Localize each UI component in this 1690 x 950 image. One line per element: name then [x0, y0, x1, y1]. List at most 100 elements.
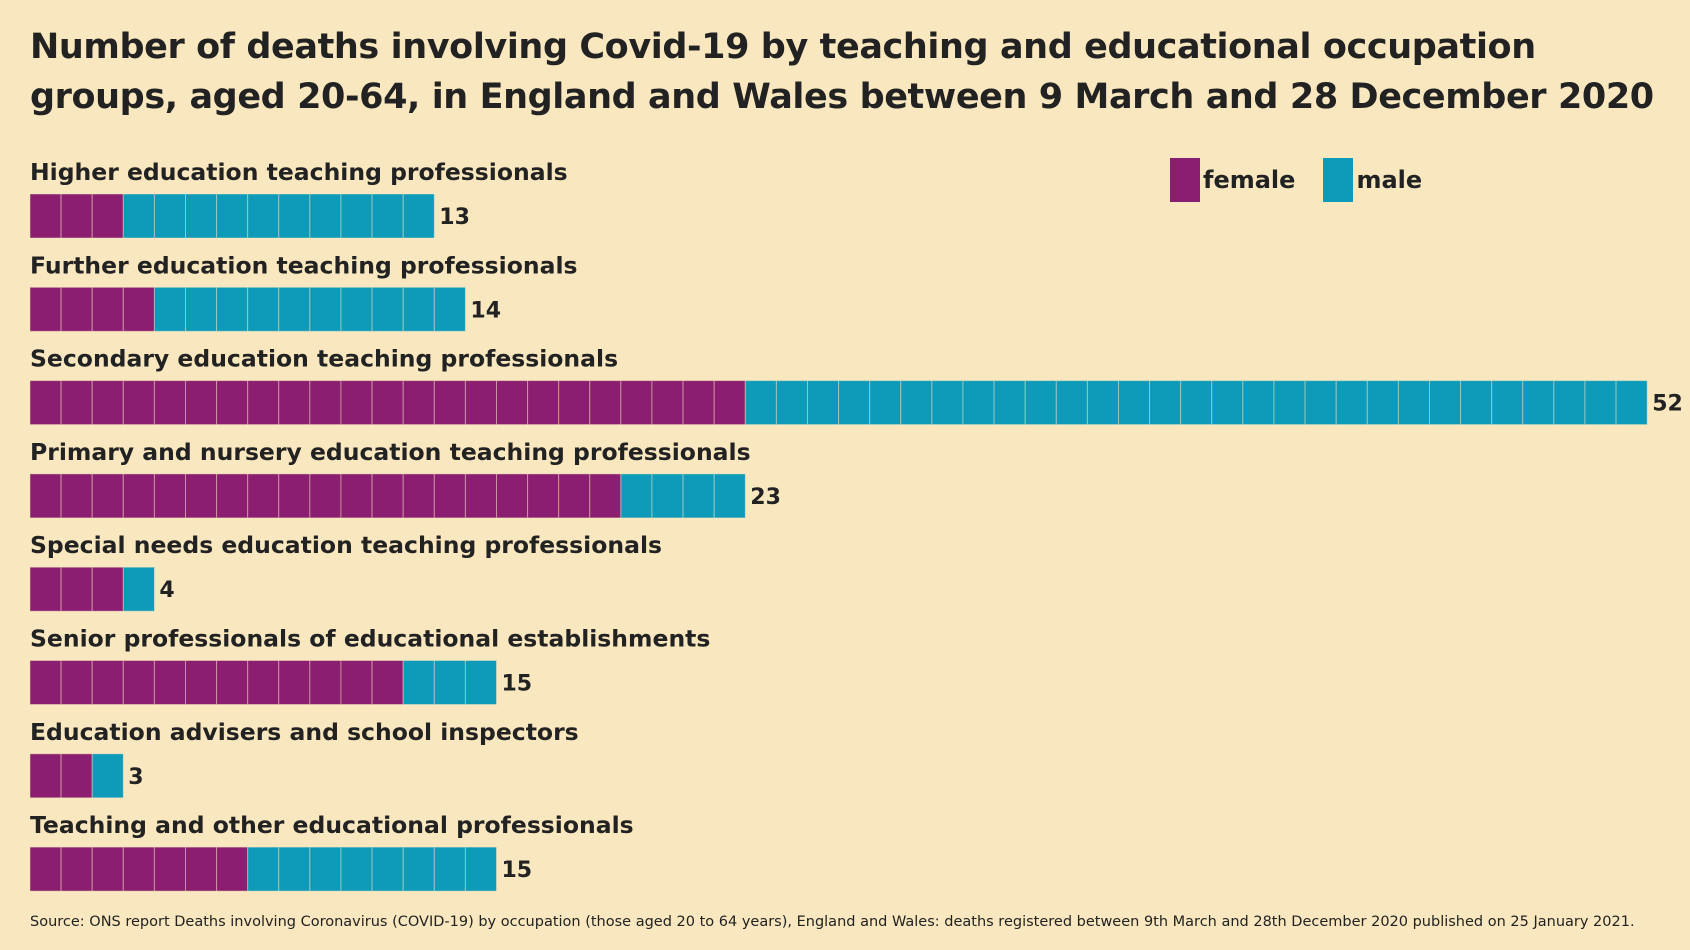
unit-square-male	[340, 286, 373, 332]
unit-square-female	[29, 753, 62, 799]
total-label: 4	[159, 578, 174, 603]
total-label: 14	[470, 298, 501, 323]
unit-square-female	[558, 473, 591, 519]
unit-square-female	[60, 846, 93, 892]
unit-square-male	[91, 753, 124, 799]
unit-square-male	[278, 286, 311, 332]
unit-square-female	[527, 380, 560, 426]
unit-square-female	[60, 753, 93, 799]
unit-square-female	[371, 473, 404, 519]
unit-square-female	[91, 193, 124, 239]
category-label: Teaching and other educational professio…	[30, 811, 634, 839]
unit-square-female	[278, 660, 311, 705]
unit-square-male	[682, 473, 715, 519]
unit-square-female	[91, 566, 124, 612]
unit-square-female	[496, 380, 529, 426]
unit-square-male	[464, 846, 497, 892]
unit-square-male	[1584, 380, 1617, 426]
unit-square-female	[371, 380, 404, 426]
unit-square-female	[247, 473, 280, 519]
unit-square-female	[402, 473, 435, 519]
unit-square-female	[29, 660, 62, 705]
unit-square-female	[558, 380, 591, 426]
unit-square-female	[122, 380, 155, 426]
unit-square-female	[91, 473, 124, 519]
unit-square-male	[433, 660, 466, 705]
unit-square-male	[309, 193, 342, 239]
source-note: Source: ONS report Deaths involving Coro…	[30, 914, 1635, 930]
unit-square-male	[309, 846, 342, 892]
unit-square-male	[216, 286, 249, 332]
total-label: 23	[750, 485, 781, 510]
unit-square-male	[185, 193, 218, 239]
unit-square-male	[807, 380, 840, 426]
unit-square-female	[216, 380, 249, 426]
unit-square-male	[402, 193, 435, 239]
unit-square-male	[1397, 380, 1431, 426]
unit-square-female	[91, 846, 124, 892]
unit-square-male	[1522, 380, 1555, 426]
unit-square-female	[527, 473, 560, 519]
unit-square-female	[589, 380, 622, 426]
unit-square-male	[744, 380, 777, 426]
unit-square-male	[713, 473, 746, 519]
unit-square-male	[1118, 380, 1151, 426]
unit-square-male	[433, 846, 466, 892]
unit-square-male	[1242, 380, 1275, 426]
unit-square-female	[153, 473, 186, 519]
unit-square-male	[993, 380, 1026, 426]
unit-square-female	[60, 566, 93, 612]
unit-square-female	[185, 846, 218, 892]
unit-square-male	[464, 660, 497, 705]
unit-square-male	[1491, 380, 1524, 426]
unit-square-male	[1304, 380, 1337, 426]
unit-square-male	[278, 846, 311, 892]
unit-square-male	[371, 193, 404, 239]
unit-square-female	[682, 380, 715, 426]
unit-square-male	[931, 380, 964, 426]
unit-square-male	[869, 380, 902, 426]
unit-square-female	[278, 473, 311, 519]
legend-swatch-male	[1323, 158, 1354, 202]
unit-square-female	[29, 193, 62, 239]
legend-item-female: female	[1170, 158, 1295, 202]
total-label: 15	[502, 672, 533, 697]
unit-square-female	[589, 473, 622, 519]
unit-square-female	[309, 660, 342, 705]
unit-square-female	[91, 660, 124, 705]
unit-square-male	[153, 286, 186, 332]
category-label: Further education teaching professionals	[30, 251, 578, 279]
unit-square-female	[309, 473, 342, 519]
unit-square-female	[29, 473, 62, 519]
unit-square-male	[340, 846, 373, 892]
unit-square-female	[29, 286, 62, 332]
unit-square-male	[309, 286, 342, 332]
unit-square-male	[247, 846, 280, 892]
unit-square-female	[496, 473, 529, 519]
unit-square-female	[153, 660, 186, 705]
unit-square-female	[60, 193, 93, 239]
unit-square-male	[216, 193, 249, 239]
chart-title: Number of deaths involving Covid-19 by t…	[30, 27, 1654, 117]
unit-square-female	[185, 473, 218, 519]
unit-square-male	[1429, 380, 1462, 426]
unit-square-female	[464, 473, 497, 519]
unit-square-male	[620, 473, 653, 519]
unit-square-male	[1335, 380, 1368, 426]
legend-swatch-female	[1170, 158, 1200, 202]
unit-square-female	[29, 846, 62, 892]
unit-square-male	[247, 193, 280, 239]
category-label: Higher education teaching professionals	[30, 158, 568, 186]
unit-square-male	[1273, 380, 1306, 426]
unit-square-male	[1366, 380, 1399, 426]
unit-square-male	[1149, 380, 1182, 426]
unit-square-female	[29, 566, 62, 612]
unit-square-male	[1024, 380, 1057, 426]
unit-square-female	[91, 380, 124, 426]
unit-square-female	[371, 660, 404, 705]
unit-square-female	[340, 380, 373, 426]
unit-square-male	[1460, 380, 1493, 426]
unit-square-male	[371, 286, 404, 332]
legend: female male	[1170, 158, 1450, 202]
